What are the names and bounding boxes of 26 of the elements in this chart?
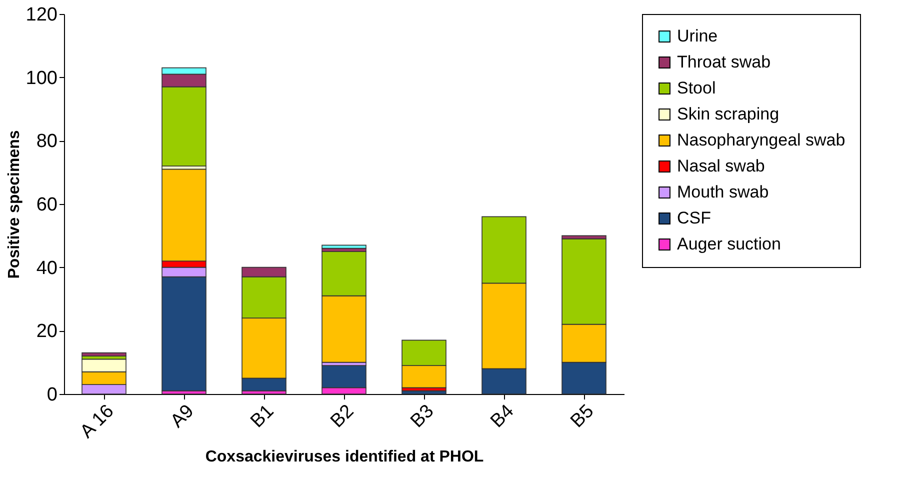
y-tick-label: 20 (36, 321, 58, 342)
y-tick-label: 60 (36, 194, 58, 216)
x-axis-title: Coxsackieviruses identified at PHOL (205, 448, 484, 466)
legend-label: Auger suction (677, 234, 781, 254)
y-axis-title: Positive specimens (6, 130, 23, 279)
x-tick-label: B2 (326, 400, 358, 432)
legend-label: Nasopharyngeal swab (677, 130, 846, 150)
y-tick-label: 40 (36, 258, 58, 279)
y-tick-label: 120 (26, 4, 58, 26)
legend-label: CSF (677, 208, 711, 228)
x-tick-label: A9 (166, 400, 198, 432)
y-tick-label: 100 (26, 68, 58, 89)
x-tick-label: A 16 (76, 400, 118, 443)
legend-label: Throat swab (677, 52, 771, 72)
y-tick-label: 0 (46, 384, 58, 406)
x-tick-label: B5 (566, 400, 598, 432)
x-tick-label: B4 (486, 400, 518, 432)
legend-label: Urine (677, 26, 718, 46)
x-tick-label: B1 (246, 400, 278, 432)
legend-label: Mouth swab (677, 182, 769, 202)
x-tick-label: B3 (406, 400, 438, 432)
legend-label: Nasal swab (677, 156, 765, 176)
bar (82, 352, 126, 356)
legend-label: Skin scraping (677, 104, 780, 124)
legend-label: Stool (677, 78, 716, 98)
y-tick-label: 80 (36, 131, 58, 152)
